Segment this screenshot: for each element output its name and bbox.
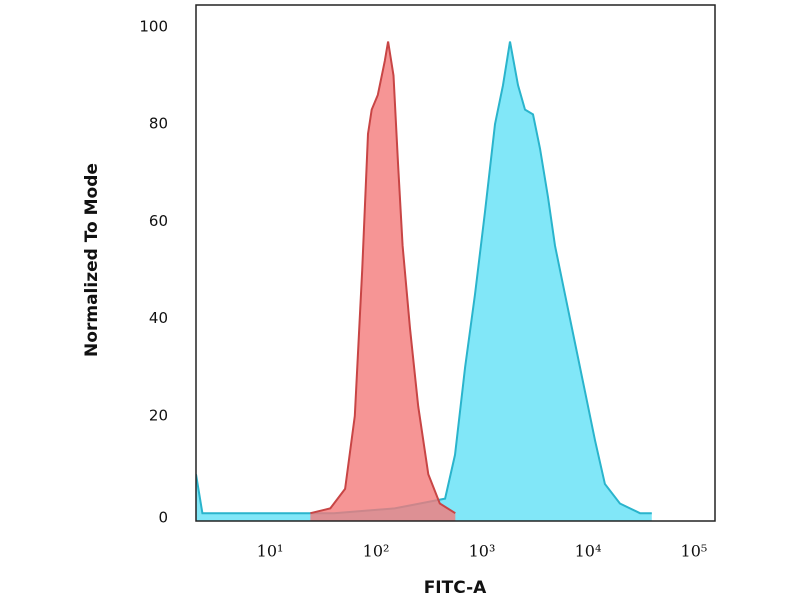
- y-tick-label: 40: [149, 309, 168, 327]
- x-tick-label: 10³: [469, 542, 496, 561]
- plot-frame: [195, 4, 716, 522]
- x-axis-label: FITC-A: [424, 578, 487, 598]
- x-tick-label: 10⁴: [575, 542, 602, 561]
- plot: [196, 41, 652, 521]
- y-tick-label: 80: [149, 115, 168, 133]
- y-tick-label: 20: [149, 406, 168, 424]
- y-axis-label: Normalized To Mode: [82, 163, 102, 357]
- x-tick-label: 10⁵: [681, 542, 708, 561]
- y-tick-label: 100: [139, 17, 168, 35]
- x-tick-label: 10²: [363, 542, 390, 561]
- y-tick-label: 60: [149, 212, 168, 230]
- y-tick-label: 0: [158, 509, 168, 527]
- series-line: [310, 41, 456, 515]
- x-tick-label: 10¹: [257, 542, 284, 561]
- series-fill: [310, 41, 456, 521]
- series-fill: [196, 41, 652, 521]
